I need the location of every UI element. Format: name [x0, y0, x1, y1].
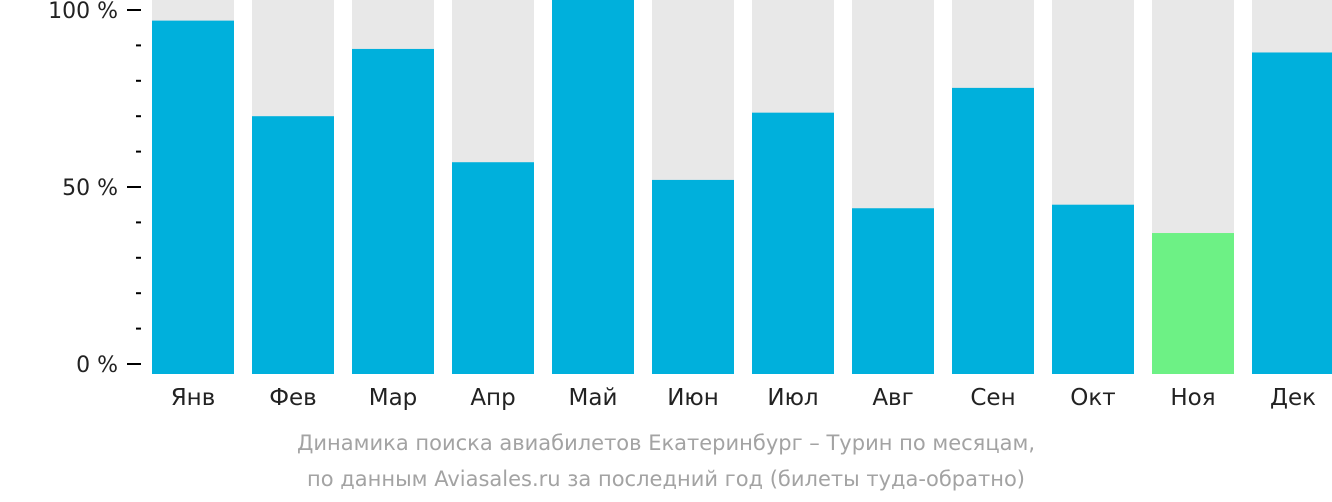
bar-6 — [652, 179, 734, 374]
bar-4 — [452, 162, 534, 374]
x-tick-label-8: Авг — [872, 385, 913, 411]
bar-5 — [552, 0, 634, 374]
x-tick-label-4: Апр — [470, 385, 515, 411]
chart-caption-line-1: Динамика поиска авиабилетов Екатеринбург… — [297, 431, 1035, 455]
x-tick-label-7: Июл — [767, 385, 818, 411]
monthly-search-bar-chart: Янв Фев Мар Апр Май Июн Июл Авг Сен Окт Ноя Дек 0 % 5… — [48, 0, 1332, 411]
x-tick-label-11: Ноя — [1170, 385, 1215, 411]
x-tick-label-12: Дек — [1270, 385, 1316, 411]
x-tick-label-1: Янв — [171, 385, 216, 411]
x-tick-label-2: Фев — [269, 385, 317, 411]
bar-11 — [1152, 233, 1234, 374]
chart-caption-line-2: по данным Aviasales.ru за последний год … — [307, 467, 1025, 491]
bar-3 — [352, 48, 434, 374]
bar-8 — [852, 208, 934, 374]
x-tick-label-3: Мар — [369, 385, 418, 411]
bar-7 — [752, 112, 834, 374]
bar-12 — [1252, 52, 1332, 374]
x-tick-label-5: Май — [569, 385, 618, 411]
bar-1 — [152, 20, 234, 375]
y-tick-label-100: 100 % — [48, 0, 118, 24]
bar-10 — [1052, 204, 1134, 374]
y-tick-label-50: 50 % — [62, 176, 118, 201]
x-tick-label-10: Окт — [1070, 385, 1115, 411]
bar-9 — [952, 87, 1034, 374]
y-tick-label-0: 0 % — [76, 353, 118, 378]
bar-2 — [252, 116, 334, 374]
x-tick-label-9: Сен — [970, 385, 1015, 411]
x-tick-label-6: Июн — [667, 385, 719, 411]
